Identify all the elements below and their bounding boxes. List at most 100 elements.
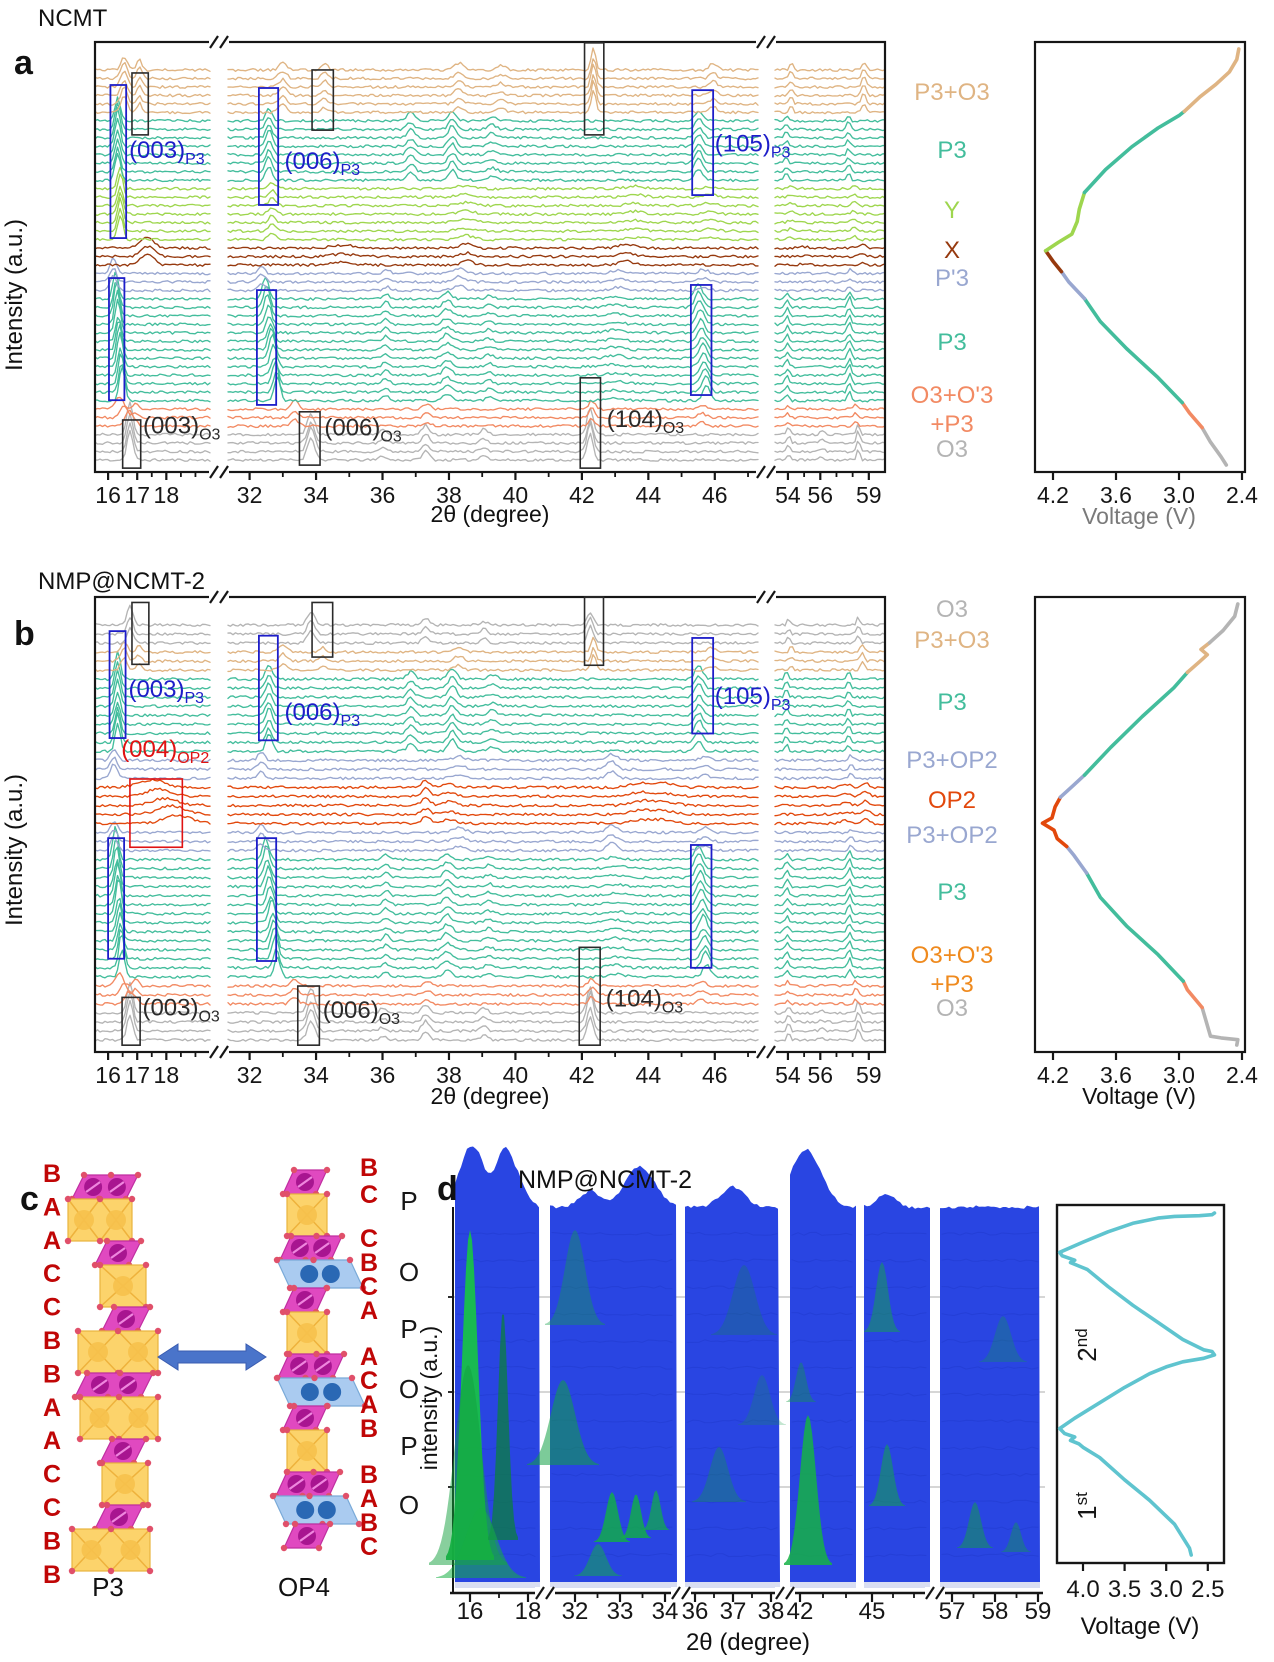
peak-box bbox=[298, 410, 321, 466]
oxygen-dot bbox=[310, 1468, 317, 1476]
voltage-tick-label: 3.6 bbox=[1100, 1062, 1132, 1088]
surface-row bbox=[791, 1285, 853, 1290]
oxygen-dot bbox=[146, 1525, 154, 1533]
oxygen-dot bbox=[137, 1237, 145, 1245]
xrd-trace-P3+OP2 bbox=[227, 752, 759, 763]
xrd-trace-P3 bbox=[94, 332, 211, 369]
panel-b-ylabel: Intensity (a.u.) bbox=[1, 774, 28, 926]
oxygen-dot bbox=[96, 1303, 104, 1311]
axis-break-slash bbox=[766, 1045, 776, 1059]
oxygen-dot bbox=[361, 1402, 369, 1410]
xrd-trace-P3+O3 bbox=[227, 63, 759, 89]
surface-row bbox=[941, 1365, 1039, 1370]
xrd-trace-P3 bbox=[227, 166, 759, 183]
xrd-trace-P'3 bbox=[94, 257, 211, 276]
xrd-trace-P3 bbox=[774, 164, 886, 174]
site-strike bbox=[314, 1242, 330, 1254]
voltage-tick-label: 2.5 bbox=[1191, 1576, 1224, 1603]
tick-label: 17 bbox=[124, 1062, 150, 1088]
oxygen-dot bbox=[144, 1459, 152, 1467]
oxygen-dot bbox=[273, 1256, 281, 1264]
xrd-trace-O3 bbox=[227, 990, 759, 1024]
surface-row bbox=[941, 1446, 1039, 1451]
oxygen-dot bbox=[348, 1374, 356, 1382]
phase-label: P3 bbox=[937, 137, 966, 164]
xrd-trace-P3 bbox=[94, 678, 211, 709]
xrd-trace-O3 bbox=[227, 432, 759, 462]
xrd-trace-P3 bbox=[774, 858, 886, 871]
oxygen-dot bbox=[139, 1501, 147, 1509]
xrd-trace-Y bbox=[227, 182, 759, 191]
site-strike bbox=[109, 1181, 125, 1193]
voltage-tick-label: 2.4 bbox=[1226, 1062, 1258, 1088]
xrd-trace-O3 bbox=[774, 635, 886, 645]
surface-row bbox=[791, 1392, 853, 1397]
xrd-trace-P3 bbox=[774, 878, 886, 889]
xrd-trace-P3 bbox=[227, 327, 759, 352]
na-prismatic-site bbox=[297, 1323, 317, 1343]
tick-label: 40 bbox=[503, 482, 529, 508]
stacking-letter-left: A bbox=[43, 1427, 61, 1455]
xrd-trace-O3 bbox=[94, 981, 211, 1015]
xrd-trace-P3 bbox=[227, 323, 759, 344]
xrd-trace-O3 bbox=[94, 422, 211, 454]
xrd-trace-P3 bbox=[774, 131, 886, 140]
xrd-trace-X bbox=[94, 236, 211, 250]
surface-row bbox=[865, 1366, 927, 1370]
xrd-trace-P3+O3 bbox=[774, 104, 886, 115]
xrd-trace-O3 bbox=[94, 429, 211, 462]
oxygen-dot bbox=[103, 1237, 111, 1245]
layer-slab bbox=[276, 1377, 366, 1407]
surface-row bbox=[686, 1419, 778, 1424]
transformation-arrow bbox=[157, 1343, 267, 1371]
phase-label: +P3 bbox=[930, 411, 973, 438]
xrd-trace-O3 bbox=[774, 440, 886, 454]
xrd-trace-X bbox=[227, 242, 759, 250]
surface-segment bbox=[940, 1205, 1040, 1582]
xrd-trace-P3 bbox=[94, 712, 211, 745]
xrd-trace-P3+OP2 bbox=[774, 836, 886, 844]
cation-site bbox=[300, 1383, 319, 1401]
oxygen-dot bbox=[64, 1195, 72, 1203]
xrd-trace-P3+O3 bbox=[774, 62, 886, 72]
tick-label: 32 bbox=[237, 1062, 263, 1088]
panel-d-title: NMP@NCMT-2 bbox=[518, 1166, 692, 1194]
xrd-trace-O3 bbox=[94, 626, 211, 645]
axis-break-mask bbox=[756, 466, 776, 478]
xrd-trace-OP2 bbox=[774, 809, 886, 817]
xrd-trace-P3 bbox=[94, 347, 211, 377]
surface-row bbox=[551, 1392, 673, 1397]
oxygen-dot bbox=[326, 1520, 334, 1528]
xrd-trace-P3 bbox=[227, 360, 759, 386]
axis-break-mask bbox=[671, 1587, 691, 1599]
peak-label: (104)O3 bbox=[607, 406, 684, 437]
xrd-trace-OP2 bbox=[94, 804, 211, 817]
xrd-trace-P3 bbox=[774, 321, 886, 335]
peak-box bbox=[578, 946, 601, 1046]
site-type-label: P bbox=[400, 1186, 417, 1216]
xrd-trace-P3 bbox=[774, 968, 886, 979]
oxygen-dot bbox=[71, 1393, 79, 1401]
xrd-trace-P3 bbox=[227, 140, 759, 157]
cation-site bbox=[323, 1383, 342, 1401]
layer-slab bbox=[272, 1495, 360, 1525]
tick-label: 42 bbox=[569, 482, 595, 508]
oxygen-dot bbox=[342, 1492, 350, 1500]
surface-row bbox=[791, 1258, 853, 1263]
xrd-trace-O3+O'3+P3 bbox=[774, 987, 886, 997]
surface-row bbox=[686, 1499, 778, 1504]
xrd-trace-P3 bbox=[774, 295, 886, 310]
xrd-trace-P3 bbox=[94, 922, 211, 952]
xrd-trace-P3 bbox=[227, 956, 759, 979]
axis-break-slash bbox=[766, 590, 776, 604]
xrd-trace-P3 bbox=[227, 357, 759, 378]
xrd-trace-P3+O3 bbox=[94, 80, 211, 98]
xrd-trace-O3+O'3+P3 bbox=[94, 982, 211, 997]
xrd-trace-P3 bbox=[774, 306, 886, 318]
stacking-letter-right: A bbox=[360, 1297, 378, 1325]
xrd-trace-Y bbox=[94, 192, 211, 217]
surface-row bbox=[686, 1339, 778, 1343]
voltage-curve-salmon bbox=[1180, 400, 1204, 430]
